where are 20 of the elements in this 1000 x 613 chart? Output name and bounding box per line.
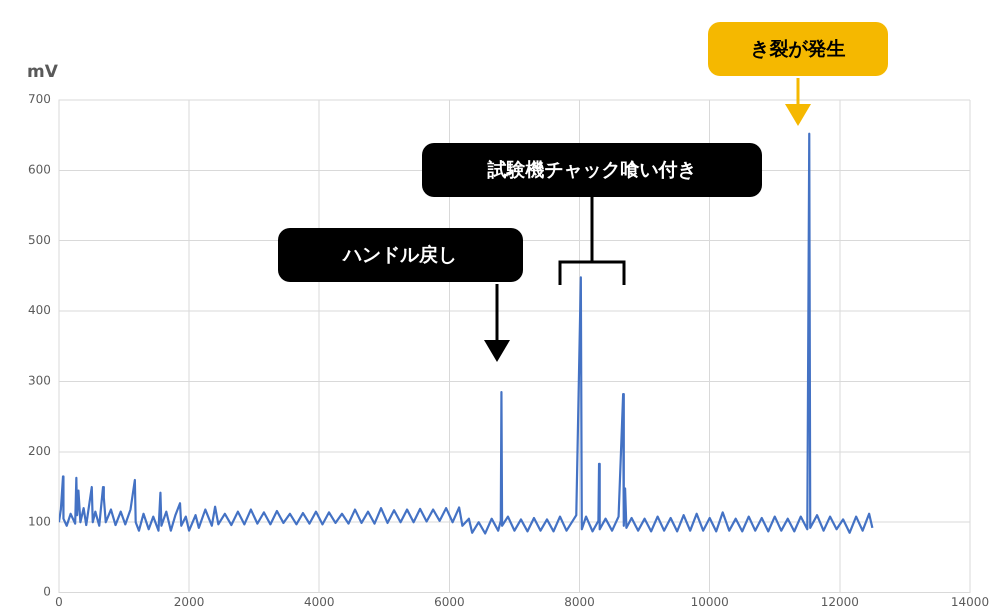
x-tick-label: 10000 <box>690 594 729 609</box>
x-tick-label: 2000 <box>174 594 204 609</box>
y-tick-label: 400 <box>28 303 51 318</box>
x-tick-label: 4000 <box>304 594 334 609</box>
callout: 試験機チャック喰い付き <box>422 143 762 197</box>
x-tick-label: 12000 <box>820 594 859 609</box>
y-axis-title: mV <box>27 62 58 82</box>
y-tick-label: 0 <box>43 584 51 599</box>
y-tick-label: 200 <box>28 444 51 458</box>
x-tick-label: 0 <box>55 594 63 609</box>
callout: ハンドル戻し <box>278 228 522 282</box>
y-tick-label: 500 <box>28 232 51 247</box>
y-tick-label: 600 <box>28 162 51 176</box>
y-tick-label: 700 <box>28 92 51 106</box>
y-tick-label: 100 <box>28 514 51 528</box>
x-tick-label: 14000 <box>950 594 990 609</box>
y-tick-label: 300 <box>28 374 51 388</box>
x-tick-label: 6000 <box>434 594 465 609</box>
callout: き裂が発生 <box>708 22 888 76</box>
x-tick-label: 8000 <box>564 594 595 609</box>
